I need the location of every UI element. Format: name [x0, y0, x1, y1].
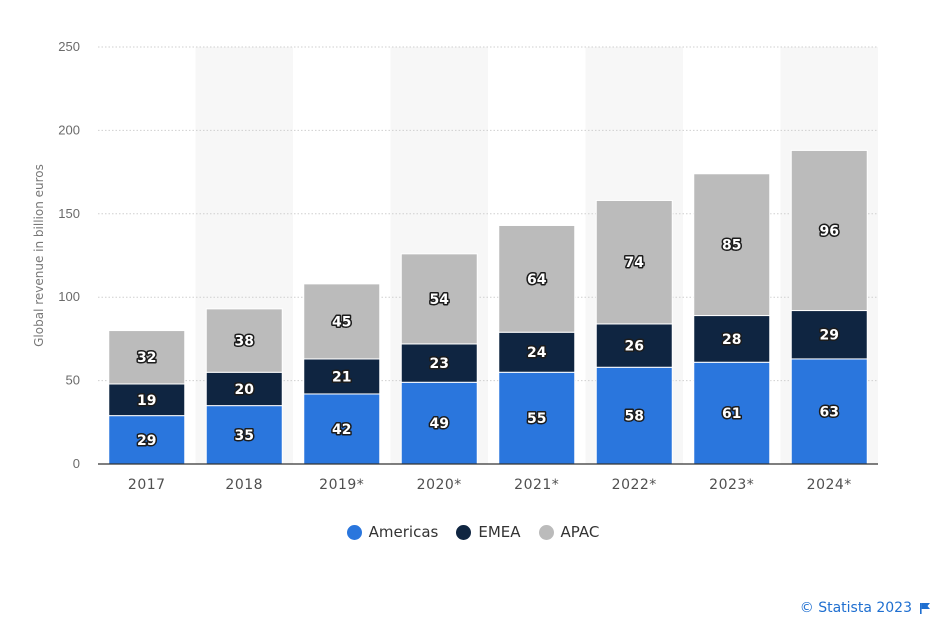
bar-segment: [303, 358, 381, 395]
bar-segment: [303, 393, 381, 465]
bar-segment: [498, 224, 576, 333]
legend-label: APAC: [560, 523, 600, 541]
bar-segment: [205, 405, 283, 465]
bar-segment: [108, 330, 186, 385]
bar-segment: [790, 358, 868, 465]
bar-segment: [205, 308, 283, 373]
x-tick-label: 2018: [225, 477, 263, 493]
legend-label: Americas: [368, 523, 439, 541]
x-tick-label: 2024*: [807, 477, 852, 493]
statista-credit[interactable]: © Statista 2023: [800, 600, 930, 616]
data-label: 29: [820, 328, 839, 344]
x-tick-label: 2020*: [417, 477, 462, 493]
data-label: 19: [137, 393, 156, 409]
bar-segment: [108, 383, 186, 417]
y-tick-label: 150: [58, 206, 80, 221]
data-label: 26: [625, 339, 644, 355]
bar-segment: [693, 173, 771, 317]
y-tick-label: 200: [58, 122, 80, 137]
y-tick-label: 100: [58, 289, 80, 304]
data-label: 38: [235, 334, 254, 350]
data-label: 55: [527, 411, 546, 427]
data-label: 54: [430, 292, 450, 308]
y-tick-label: 50: [66, 373, 80, 388]
bar-segment: [400, 343, 478, 383]
data-label: 29: [137, 433, 156, 449]
data-label: 96: [820, 223, 839, 239]
x-tick-label: 2021*: [514, 477, 559, 493]
data-label: 63: [820, 404, 839, 420]
credit-text[interactable]: © Statista 2023: [799, 600, 912, 616]
legend-marker: [346, 524, 362, 540]
data-label: 64: [527, 272, 547, 288]
legend-marker: [456, 524, 472, 540]
y-tick-label: 0: [73, 456, 80, 471]
data-label: 21: [332, 369, 351, 385]
data-label: 28: [722, 332, 741, 348]
bar-segment: [400, 381, 478, 465]
bar-segment: [108, 415, 186, 465]
x-tick-label: 2019*: [319, 477, 364, 493]
data-label: 49: [430, 416, 449, 432]
bar-segment: [790, 310, 868, 360]
legend-marker: [538, 524, 554, 540]
data-label: 42: [332, 422, 351, 438]
data-label: 20: [235, 382, 255, 398]
data-label: 85: [722, 238, 741, 254]
bar-segment: [498, 371, 576, 465]
data-label: 45: [332, 314, 351, 330]
x-tick-label: 2022*: [612, 477, 657, 493]
bar-segment: [693, 315, 771, 363]
y-axis-label: Global revenue in billion euros: [32, 164, 46, 347]
flag-icon[interactable]: [920, 602, 930, 614]
bar-segment: [498, 331, 576, 373]
y-tick-label: 250: [58, 39, 80, 54]
bar-segment: [205, 371, 283, 407]
data-label: 58: [625, 409, 644, 425]
bar-segment: [303, 283, 381, 360]
bar-segment: [790, 149, 868, 312]
bar-segment: [595, 199, 673, 325]
data-label: 32: [137, 350, 156, 366]
data-label: 61: [722, 406, 741, 422]
data-label: 74: [625, 255, 645, 271]
x-tick-label: 2023*: [709, 477, 754, 493]
legend: Americas EMEA APAC: [0, 523, 946, 541]
data-label: 23: [430, 356, 449, 372]
bar-segment: [595, 323, 673, 368]
bar-segment: [595, 366, 673, 465]
legend-item[interactable]: Americas: [346, 523, 439, 541]
legend-item[interactable]: EMEA: [456, 523, 521, 541]
x-tick-label: 2017: [128, 477, 166, 493]
data-label: 24: [527, 345, 547, 361]
data-label: 35: [235, 428, 254, 444]
legend-item[interactable]: APAC: [538, 523, 600, 541]
bar-segment: [400, 253, 478, 345]
legend-label: EMEA: [478, 523, 521, 541]
